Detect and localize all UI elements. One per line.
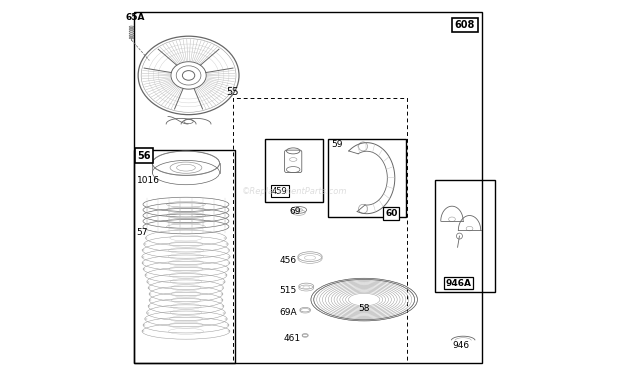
Bar [328, 139, 406, 218]
Text: 69: 69 [290, 207, 301, 216]
Text: 55: 55 [226, 87, 239, 97]
Text: 515: 515 [280, 286, 296, 295]
Text: 1016: 1016 [136, 176, 159, 184]
Text: 69A: 69A [280, 308, 297, 317]
Bar [265, 139, 323, 202]
Text: 57: 57 [136, 228, 148, 237]
Text: ©ReplacementParts.com: ©ReplacementParts.com [242, 187, 348, 196]
Text: 456: 456 [280, 256, 296, 265]
Text: 946: 946 [453, 340, 470, 350]
Text: 461: 461 [284, 334, 301, 344]
Text: 58: 58 [358, 304, 370, 313]
Bar [135, 150, 235, 363]
Text: 60: 60 [385, 209, 397, 218]
Bar [435, 180, 495, 292]
Bar [233, 98, 407, 363]
Text: 946A: 946A [445, 279, 471, 288]
Text: 59: 59 [332, 140, 343, 149]
Text: 459: 459 [272, 187, 288, 196]
Text: 608: 608 [455, 20, 476, 30]
Text: 56: 56 [137, 151, 151, 161]
Text: 65A: 65A [125, 13, 144, 22]
